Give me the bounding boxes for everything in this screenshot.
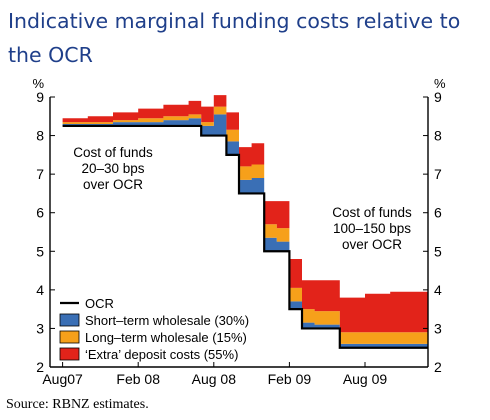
y-unit-right: % [434, 76, 446, 91]
y-tick-label-right: 8 [434, 128, 442, 144]
chart-title: Indicative marginal funding costs relati… [8, 9, 461, 67]
y-axis-ticks: % % 2 2 3 3 4 4 5 5 6 6 7 7 8 8 9 9 [32, 76, 446, 375]
ocr-line-group [62, 124, 428, 349]
y-tick-label-right: 9 [434, 89, 442, 105]
x-tick-label: Aug 09 [343, 371, 388, 387]
legend-label-ocr: OCR [85, 296, 114, 311]
y-tick-label-left: 4 [36, 282, 44, 298]
annotation-right-line: over OCR [342, 237, 402, 252]
legend-label-short-term-wholesale: Short–term wholesale (30%) [85, 313, 249, 328]
y-tick-label-left: 2 [36, 359, 44, 375]
y-unit-left: % [32, 76, 44, 91]
annotation-left-line: 20–30 bps [81, 161, 144, 176]
annotation-right-line: Cost of funds [332, 205, 412, 220]
stacked-areas [62, 95, 428, 348]
annotation-right-line: 100–150 bps [333, 221, 411, 236]
annotation-left-line: Cost of funds [73, 145, 153, 160]
y-tick-label-left: 7 [36, 166, 44, 182]
legend-swatch-short-term-wholesale [59, 313, 80, 327]
y-tick-label-right: 6 [434, 205, 442, 221]
legend: OCR Short–term wholesale (30%) Long–term w… [59, 296, 249, 362]
legend-swatch-long-term-wholesale [59, 330, 80, 344]
y-tick-label-right: 2 [434, 359, 442, 375]
x-axis-ticks: Aug07 Feb 08 Aug 08 Feb 09 Aug 09 [42, 362, 387, 387]
y-tick-label-right: 4 [434, 282, 442, 298]
y-tick-label-right: 7 [434, 166, 442, 182]
legend-label-long-term-wholesale: Long–term wholesale (15%) [85, 330, 247, 345]
legend-label-extra-deposit: ‘Extra’ deposit costs (55%) [85, 347, 238, 362]
y-tick-label-left: 3 [36, 320, 44, 336]
x-tick-label: Feb 08 [116, 371, 160, 387]
ocr-line [62, 124, 428, 349]
y-tick-label-right: 5 [434, 243, 442, 259]
source-note: Source: RBNZ estimates. [6, 397, 149, 412]
y-tick-label-left: 6 [36, 205, 44, 221]
area-extra-deposit [62, 95, 428, 333]
legend-swatch-extra-deposit [59, 347, 80, 361]
y-tick-label-left: 5 [36, 243, 44, 259]
y-tick-label-left: 9 [36, 89, 44, 105]
x-tick-label: Feb 09 [268, 371, 312, 387]
annotation-left-line: over OCR [83, 177, 143, 192]
y-tick-label-right: 3 [434, 320, 442, 336]
x-tick-label: Aug 08 [192, 371, 237, 387]
y-tick-label-left: 8 [36, 128, 44, 144]
x-tick-label: Aug07 [42, 371, 83, 387]
